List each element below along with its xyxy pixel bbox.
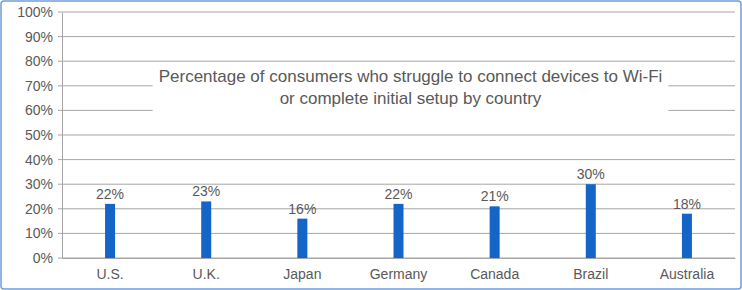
data-label: 30%	[577, 166, 605, 182]
y-tick-label: 60%	[25, 102, 53, 118]
grid-line	[58, 159, 735, 160]
y-tick: 40%	[25, 152, 62, 168]
y-tick: 30%	[25, 176, 62, 192]
grid-line	[58, 61, 735, 62]
data-label: 22%	[96, 186, 124, 202]
grid-line	[58, 135, 735, 136]
y-tick-label: 50%	[25, 127, 53, 143]
x-tick-label: Japan	[283, 266, 321, 282]
y-tick: 50%	[25, 127, 62, 143]
data-label: 21%	[481, 188, 509, 204]
data-labels: 22% 23% 16% 22% 21% 30% 18%	[96, 166, 701, 216]
y-tick: 90%	[25, 29, 62, 45]
bar	[682, 214, 692, 258]
y-tick-label: 40%	[25, 152, 53, 168]
x-tick: Brazil	[573, 258, 608, 282]
y-tick-label: 90%	[25, 29, 53, 45]
y-tick: 100%	[17, 4, 62, 20]
data-label: 22%	[384, 186, 412, 202]
y-tick-label: 80%	[25, 53, 53, 69]
title-line: or complete initial setup by country	[280, 89, 542, 108]
y-tick: 70%	[25, 78, 62, 94]
y-tick: 80%	[25, 53, 62, 69]
y-tick: 20%	[25, 201, 62, 217]
data-label: 23%	[192, 183, 220, 199]
x-tick: U.K.	[193, 258, 220, 282]
y-tick-label: 0%	[33, 250, 53, 266]
bar	[586, 184, 596, 258]
grid-line	[58, 36, 735, 37]
data-label: 16%	[288, 201, 316, 217]
x-tick: Australia	[660, 258, 715, 282]
x-tick-label: Brazil	[573, 266, 608, 282]
title-background	[153, 63, 669, 112]
bar	[297, 219, 307, 258]
bar	[394, 204, 404, 258]
x-axis-line	[63, 258, 736, 259]
x-tick-label: Germany	[370, 266, 428, 282]
y-tick: 60%	[25, 102, 62, 118]
title: Percentage of consumers who struggle to …	[153, 63, 669, 112]
x-tick-label: Canada	[470, 266, 519, 282]
grid	[58, 12, 735, 258]
grid-line	[58, 184, 735, 185]
bar	[105, 204, 115, 258]
y-tick-label: 100%	[17, 4, 53, 20]
x-tick: U.S.	[96, 258, 123, 282]
title-line: Percentage of consumers who struggle to …	[159, 67, 663, 86]
bars	[105, 184, 692, 258]
x-tick: Germany	[370, 258, 428, 282]
x-tick: Canada	[470, 258, 519, 282]
y-axis: 0% 10% 20% 30% 40% 50% 60% 70% 80% 90% 100%	[17, 4, 62, 266]
x-tick-label: U.S.	[96, 266, 123, 282]
chart-frame	[1, 1, 741, 289]
y-tick-label: 70%	[25, 78, 53, 94]
bar	[490, 206, 500, 258]
x-axis: U.S. U.K. Japan Germany Canada Brazil Australi…	[63, 258, 736, 282]
y-tick: 10%	[25, 225, 62, 241]
x-tick: Japan	[283, 258, 321, 282]
grid-line	[58, 12, 735, 13]
chart: 0% 10% 20% 30% 40% 50% 60% 70% 80% 90% 100% U.S. U.K…	[0, 0, 742, 290]
plot: 0% 10% 20% 30% 40% 50% 60% 70% 80% 90% 100% U.S. U.K…	[17, 4, 735, 282]
bar	[201, 201, 211, 258]
y-axis-line	[62, 13, 63, 259]
x-tick-label: Australia	[660, 266, 715, 282]
y-tick-label: 30%	[25, 176, 53, 192]
y-tick-label: 20%	[25, 201, 53, 217]
x-tick-label: U.K.	[193, 266, 220, 282]
y-tick: 0%	[33, 250, 62, 266]
y-tick-label: 10%	[25, 225, 53, 241]
data-label: 18%	[673, 196, 701, 212]
